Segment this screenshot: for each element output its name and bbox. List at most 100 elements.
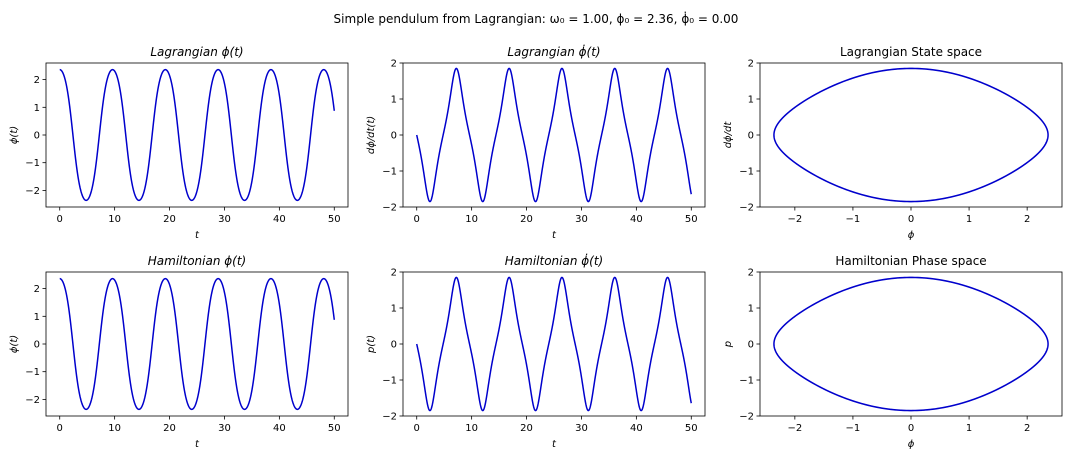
- x-tick-label: 10: [465, 423, 478, 434]
- x-tick-label: 30: [575, 214, 588, 225]
- x-tick-label: 40: [630, 214, 643, 225]
- x-tick-label: 0: [908, 214, 914, 225]
- x-tick-label: 0: [57, 423, 63, 434]
- y-axis-label: p: [723, 341, 734, 348]
- panel-title: Hamiltonian Phase space: [835, 254, 986, 268]
- panel-ham-phi: 0 10 20 30 40 50 −2 −1 0 1 2 Hamiltonian ϕ(t) t ϕ(t): [9, 254, 349, 450]
- x-tick-label: 2: [1024, 214, 1030, 225]
- axes-frame: [45, 62, 349, 208]
- panel-title: Lagrangian ϕ̇(t): [507, 44, 600, 59]
- y-axis-label: dϕ/dt: [723, 121, 734, 149]
- x-tick-label: 0: [57, 214, 63, 225]
- x-tick-label: 40: [273, 423, 286, 434]
- y-tick-label: −1: [382, 376, 397, 387]
- x-tick-label: 0: [908, 423, 914, 434]
- x-tick-label: 50: [328, 423, 341, 434]
- panel-lag-phi: 0 10 20 30 40 50 −2 −1 0 1 2 Lagrangian ϕ(t) t ϕ(t): [9, 45, 349, 241]
- y-tick-label: −2: [25, 186, 40, 197]
- x-tick-label: 40: [273, 214, 286, 225]
- axes-frame: [759, 62, 1063, 208]
- y-tick-label: −1: [382, 167, 397, 178]
- y-tick-label: 0: [391, 131, 397, 142]
- x-tick-label: −1: [846, 423, 861, 434]
- y-tick-label: 2: [748, 268, 754, 279]
- series-line-ham-phase: [773, 276, 1049, 412]
- y-tick-label: 0: [748, 340, 754, 351]
- x-axis-label: t: [552, 439, 557, 450]
- series-line-lag-phidot: [415, 67, 693, 203]
- y-tick-label: −1: [25, 367, 40, 378]
- y-tick-label: 2: [391, 59, 397, 70]
- y-axis-label: p(t): [366, 335, 377, 354]
- y-tick-label: −1: [739, 167, 754, 178]
- x-tick-label: 1: [966, 423, 972, 434]
- panel-title: Lagrangian ϕ(t): [150, 45, 243, 59]
- y-tick-label: 0: [34, 340, 40, 351]
- series-line-lag-state: [773, 67, 1049, 203]
- x-tick-label: 10: [465, 214, 478, 225]
- y-axis-label: ϕ(t): [9, 335, 20, 353]
- panel-ham-phidot: 0 10 20 30 40 50 −2 −1 0 1 2 Hamiltonian ϕ̇(t) t p(t): [366, 253, 706, 450]
- x-tick-label: 30: [218, 214, 231, 225]
- x-tick-label: 20: [520, 423, 533, 434]
- x-tick-label: 2: [1024, 423, 1030, 434]
- x-tick-label: −2: [787, 214, 802, 225]
- y-axis-label: dϕ/dt(t): [366, 116, 377, 154]
- x-tick-label: 40: [630, 423, 643, 434]
- x-tick-label: 50: [685, 423, 698, 434]
- y-tick-label: 2: [391, 268, 397, 279]
- axes-frame: [402, 62, 706, 208]
- y-tick-label: 0: [391, 340, 397, 351]
- y-tick-label: 1: [34, 312, 40, 323]
- x-tick-label: 20: [163, 214, 176, 225]
- y-tick-label: −2: [25, 395, 40, 406]
- axes-frame: [45, 271, 349, 417]
- x-axis-label: ϕ: [908, 439, 915, 450]
- y-tick-label: 2: [34, 284, 40, 295]
- x-axis-label: t: [195, 439, 200, 450]
- panel-title: Lagrangian State space: [840, 45, 982, 59]
- y-tick-label: 1: [748, 95, 754, 106]
- figure-suptitle: Simple pendulum from Lagrangian: ω₀ = 1.…: [334, 11, 739, 26]
- x-tick-label: 50: [328, 214, 341, 225]
- x-tick-label: 20: [520, 214, 533, 225]
- panel-lag-phidot: 0 10 20 30 40 50 −2 −1 0 1 2 Lagrangian ϕ̇(t) t dϕ/dt…: [366, 44, 706, 241]
- y-tick-label: 1: [391, 304, 397, 315]
- y-tick-label: −2: [382, 203, 397, 214]
- y-tick-label: 1: [34, 103, 40, 114]
- y-tick-label: −1: [25, 158, 40, 169]
- x-tick-label: 30: [575, 423, 588, 434]
- y-tick-label: −2: [739, 412, 754, 423]
- y-tick-label: 2: [34, 75, 40, 86]
- x-tick-label: 1: [966, 214, 972, 225]
- x-axis-label: t: [195, 230, 200, 241]
- x-tick-label: 10: [108, 214, 121, 225]
- panel-title: Hamiltonian ϕ̇(t): [505, 253, 603, 268]
- x-tick-label: −2: [787, 423, 802, 434]
- x-tick-label: 10: [108, 423, 121, 434]
- y-tick-label: −2: [739, 203, 754, 214]
- x-tick-label: 20: [163, 423, 176, 434]
- y-tick-label: 1: [748, 304, 754, 315]
- series-line-ham-phi: [59, 277, 336, 411]
- x-tick-label: 30: [218, 423, 231, 434]
- panel-ham-phase: −2 −1 0 1 2 −2 −1 0 1 2 Hamiltonian Phase space ϕ p: [723, 254, 1063, 450]
- axes-frame: [402, 271, 706, 417]
- x-tick-label: 50: [685, 214, 698, 225]
- series-line-ham-phidot: [415, 276, 693, 412]
- y-tick-label: 0: [34, 131, 40, 142]
- axes-frame: [759, 271, 1063, 417]
- x-tick-label: 0: [414, 423, 420, 434]
- y-tick-label: 2: [748, 59, 754, 70]
- y-axis-label: ϕ(t): [9, 126, 20, 144]
- x-axis-label: ϕ: [908, 230, 915, 241]
- y-tick-label: 0: [748, 131, 754, 142]
- x-tick-label: 0: [414, 214, 420, 225]
- series-line-lag-phi: [59, 68, 336, 202]
- x-axis-label: t: [552, 230, 557, 241]
- x-tick-label: −1: [846, 214, 861, 225]
- panel-title: Hamiltonian ϕ(t): [148, 254, 246, 268]
- y-tick-label: −2: [382, 412, 397, 423]
- y-tick-label: 1: [391, 95, 397, 106]
